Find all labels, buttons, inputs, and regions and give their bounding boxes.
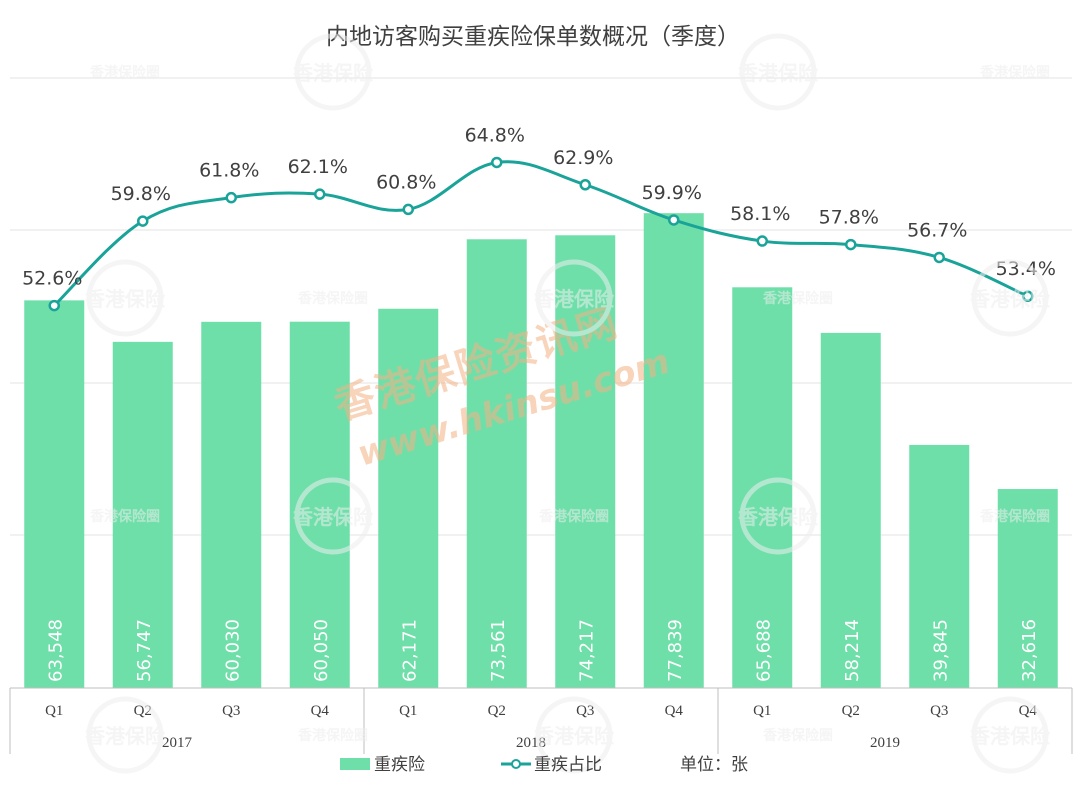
watermark-small: 香港保险圈	[979, 508, 1050, 525]
ratio-point	[845, 238, 857, 251]
bar-value-label: 73,561	[488, 619, 509, 682]
bar	[997, 489, 1058, 688]
bar	[732, 287, 793, 688]
watermark-small: 香港保险圈	[762, 290, 833, 307]
watermark-badge-text: 香港保险	[970, 287, 1051, 311]
ratio-point	[314, 188, 326, 200]
watermark-badge-text: 香港保险	[970, 724, 1051, 748]
ratio-point	[491, 156, 503, 169]
bar-value-label: 39,845	[930, 619, 951, 682]
watermark-badge	[86, 696, 164, 774]
bar-value-label: 65,688	[753, 619, 774, 682]
ratio-point	[225, 191, 237, 204]
ratio-value-label: 56.7%	[907, 219, 967, 241]
legend-bar-label: 重疾险	[374, 755, 425, 775]
ratio-value-label: 57.8%	[819, 207, 879, 229]
gridlines	[10, 77, 1072, 536]
bar-value-label: 74,217	[576, 619, 597, 682]
bar	[643, 213, 704, 688]
line-series: 52.6% 59.8% 61.8% 62.1% 60.8% 64.8% 62.9% 59.9%…	[22, 124, 1056, 312]
watermark-badge-text: 香港保险	[738, 61, 819, 85]
legend-line-marker	[511, 759, 521, 769]
quarter-tick-label: Q3	[930, 703, 948, 719]
quarter-tick-label: Q3	[222, 703, 240, 719]
bar	[112, 341, 173, 688]
bar-value-label: 60,050	[311, 619, 332, 682]
ratio-point	[579, 179, 591, 191]
watermark-badge	[535, 259, 613, 337]
watermark-badge	[294, 477, 372, 555]
quarter-tick-label: Q2	[842, 703, 860, 719]
watermark-small: 香港保险圈	[538, 508, 609, 525]
watermark-badge	[294, 33, 372, 111]
bar-series: 63,548 56,747 60,030 60,050 62,171 73,561 74,2…	[24, 213, 1058, 688]
ratio-value-label: 52.6%	[22, 268, 82, 290]
watermark-badge-text: 香港保险	[85, 724, 166, 748]
bar-value-label: 62,171	[399, 619, 420, 682]
watermark-small: 香港保险圈	[89, 64, 160, 81]
bar-value-label: 60,030	[222, 619, 243, 682]
legend: 重疾险 重疾占比 单位：张	[340, 755, 748, 775]
bar-value-label: 58,214	[842, 619, 863, 682]
bar	[820, 332, 881, 688]
watermark-badge-text: 香港保险	[293, 505, 374, 529]
quarter-tick-label: Q4	[665, 703, 684, 719]
watermark-badge	[971, 696, 1049, 774]
watermark-small: 香港保险圈	[297, 290, 368, 307]
quarter-tick-label: Q1	[45, 703, 63, 719]
watermark-badge	[739, 477, 817, 555]
watermark-badge-text: 香港保险	[85, 287, 166, 311]
bar-value-label: 56,747	[134, 619, 155, 682]
bar	[466, 239, 527, 688]
watermark-badge-text: 香港保险	[738, 505, 819, 529]
bar-value-label: 63,548	[45, 619, 66, 682]
quarter-tick-label: Q2	[488, 703, 506, 719]
quarter-tick-label: Q1	[399, 703, 417, 719]
ratio-point	[933, 251, 945, 264]
bar-value-label: 32,616	[1019, 619, 1040, 682]
ratio-value-label: 59.8%	[111, 183, 171, 205]
unit-note: 单位：张	[680, 755, 748, 775]
bar	[378, 308, 439, 688]
ratio-point	[1022, 290, 1034, 302]
watermark-badge-text: 香港保险	[534, 287, 615, 311]
bar	[909, 444, 970, 688]
ratio-point	[756, 235, 768, 247]
watermark-badge	[86, 259, 164, 337]
watermark-small: 香港保险圈	[89, 508, 160, 525]
ratio-value-label: 58.1%	[730, 203, 790, 225]
ratio-point	[137, 215, 149, 227]
watermark-badge	[535, 696, 613, 774]
watermark-badge-text: 香港保险	[534, 724, 615, 748]
watermark-small: 香港保险圈	[297, 727, 368, 744]
ratio-value-label: 60.8%	[376, 171, 436, 193]
ratio-value-label: 59.9%	[642, 182, 702, 204]
legend-line-label: 重疾占比	[534, 755, 602, 775]
ratio-point	[668, 214, 680, 226]
watermark-small: 香港保险圈	[762, 727, 833, 744]
ratio-point	[48, 299, 60, 312]
ratio-point	[402, 203, 414, 216]
ratio-value-label: 62.1%	[288, 156, 348, 178]
bar	[201, 321, 262, 688]
watermark-badge	[971, 259, 1049, 337]
bar-value-label: 77,839	[665, 619, 686, 682]
watermark-badge	[739, 33, 817, 111]
legend-bar-swatch	[340, 758, 370, 770]
quarter-tick-label: Q1	[753, 703, 771, 719]
quarter-tick-label: Q3	[576, 703, 594, 719]
watermark-badge-text: 香港保险	[293, 61, 374, 85]
ratio-value-label: 61.8%	[199, 160, 259, 182]
ratio-value-label: 62.9%	[553, 147, 613, 169]
year-label: 2017	[162, 735, 193, 751]
chart-title: 内地访客购买重疾险保单数概况（季度）	[326, 24, 740, 50]
ratio-value-label: 64.8%	[465, 124, 525, 146]
watermark-small: 香港保险圈	[979, 64, 1050, 81]
quarter-tick-label: Q4	[311, 703, 330, 719]
bar	[24, 300, 85, 688]
year-label: 2019	[870, 735, 900, 751]
